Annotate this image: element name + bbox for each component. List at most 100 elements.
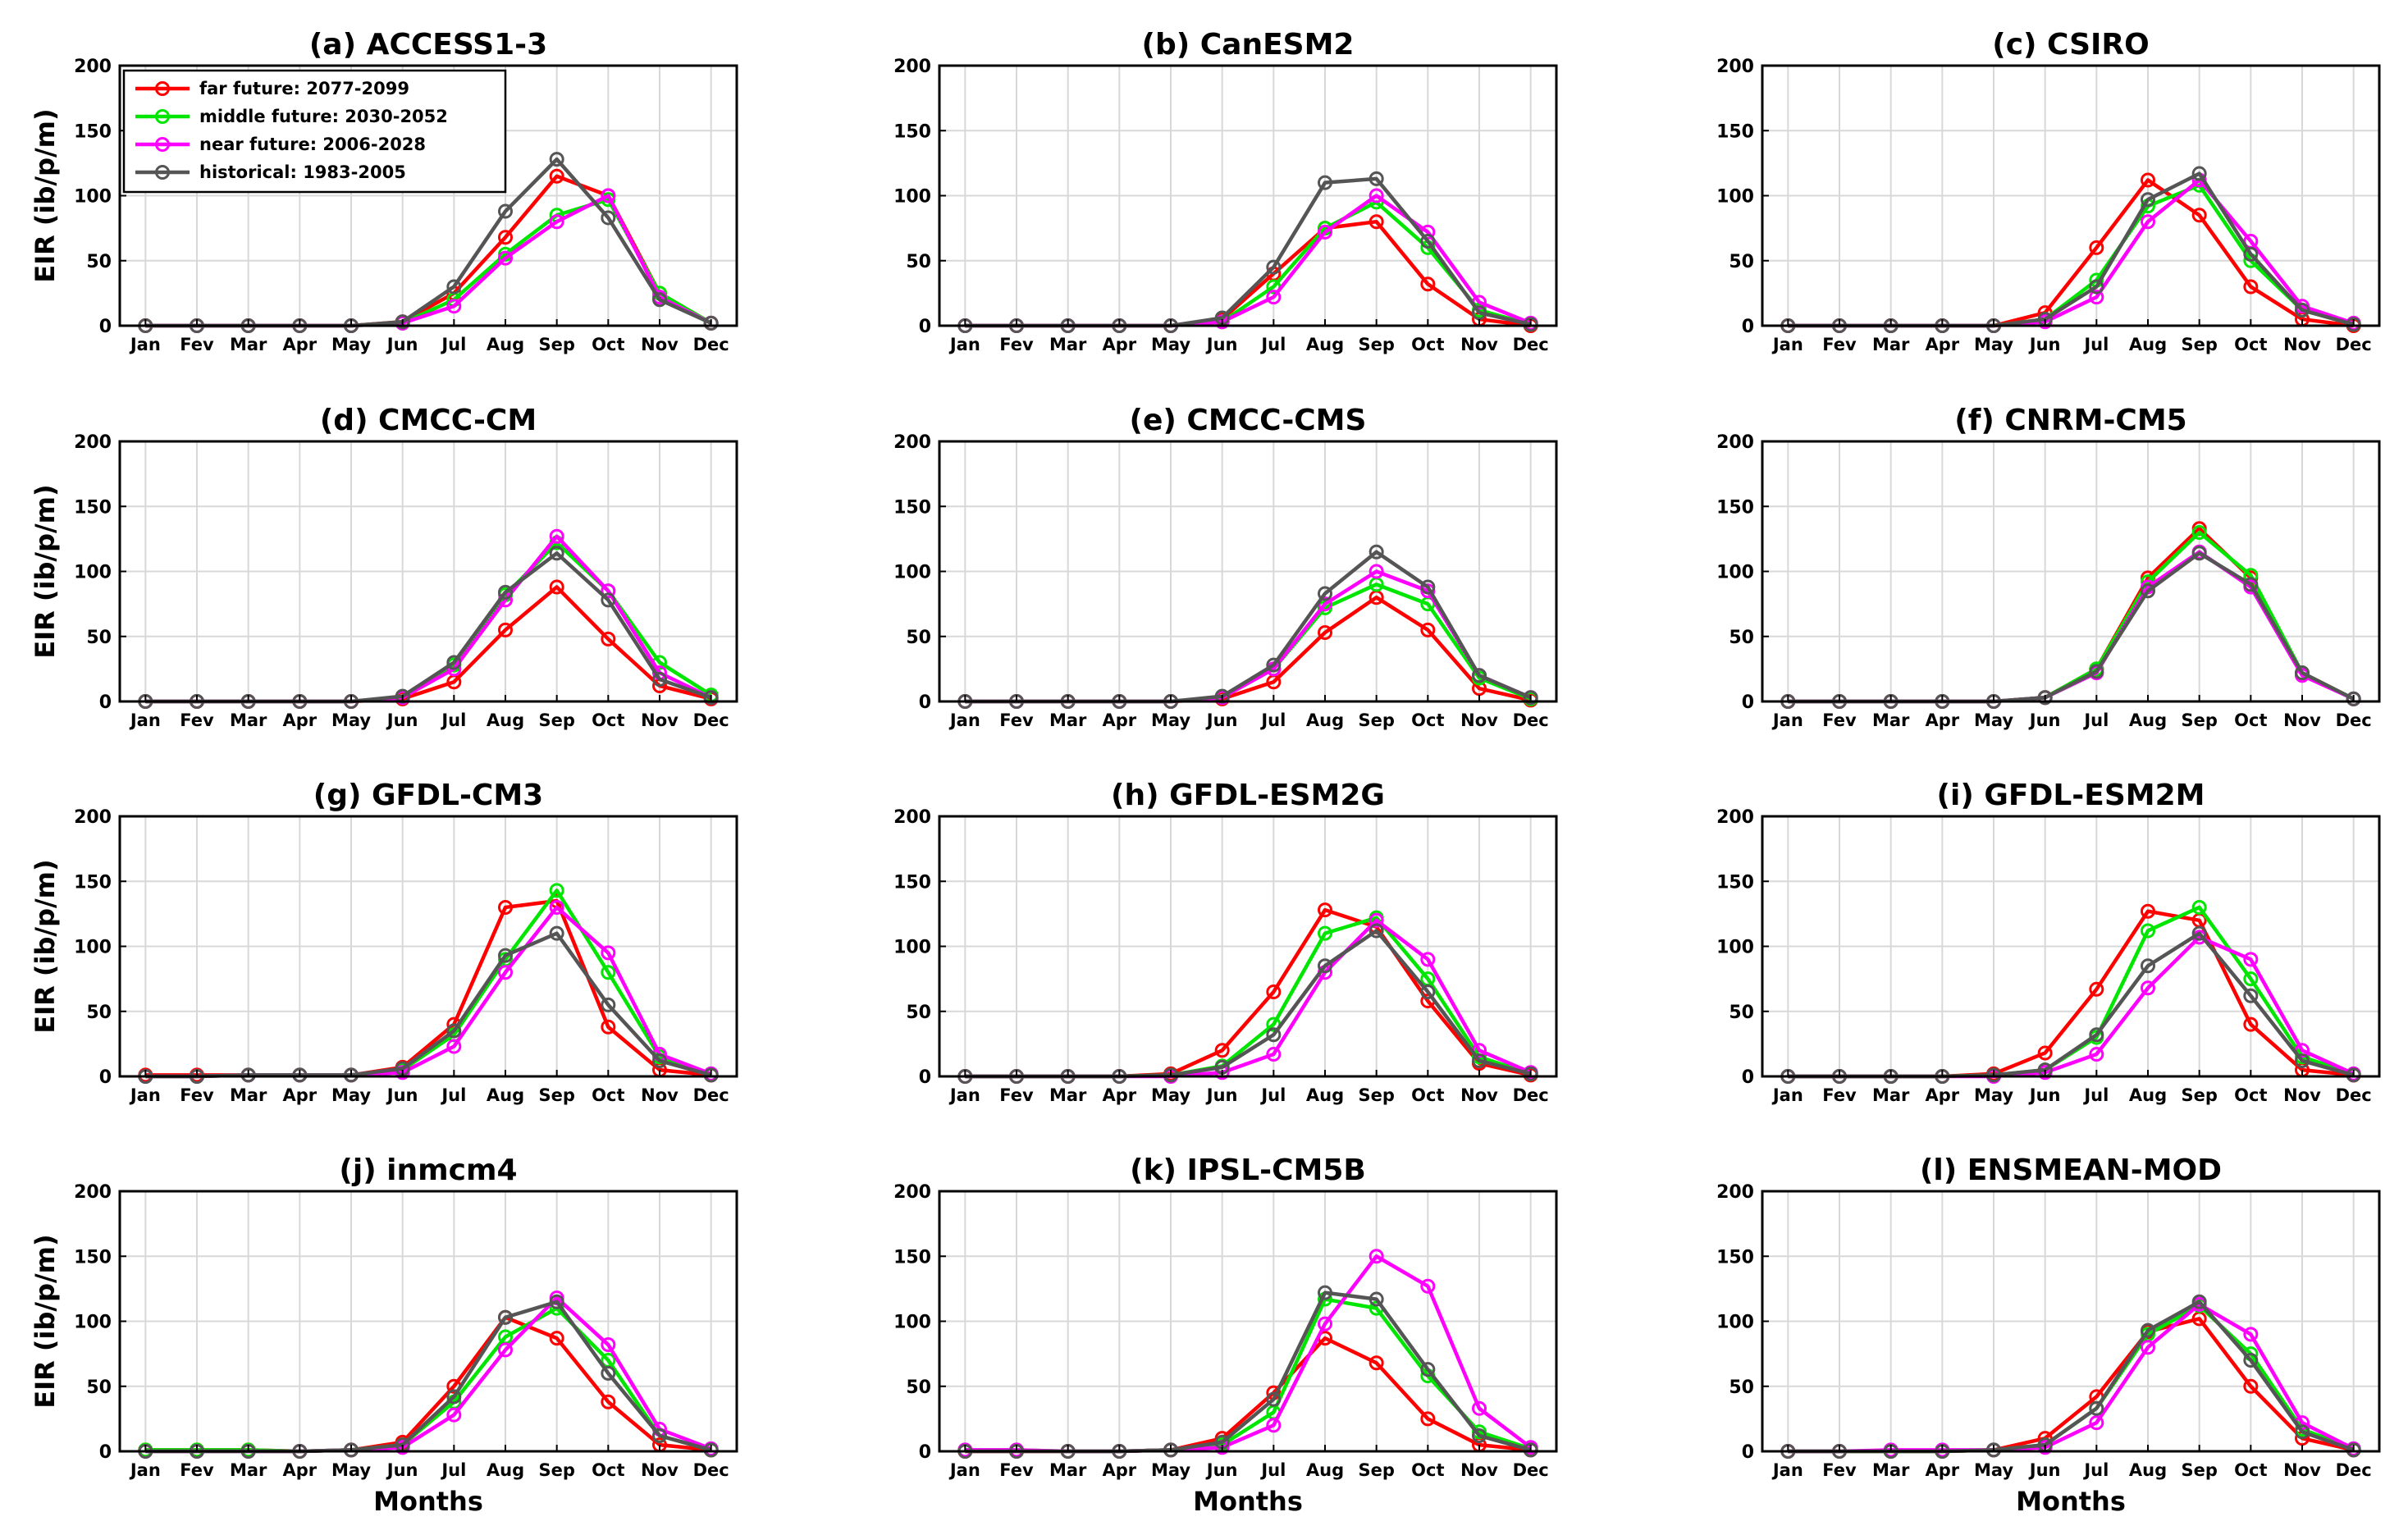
data-point xyxy=(2243,1327,2259,1342)
ytick-label: 50 xyxy=(1729,1003,1754,1023)
data-point xyxy=(1472,1428,1487,1443)
y-axis-label: EIR (ib/p/m) xyxy=(30,859,61,1033)
xtick-label: Apr xyxy=(283,710,318,730)
data-point xyxy=(2346,1442,2361,1458)
data-point xyxy=(2243,279,2259,295)
data-point xyxy=(1368,214,1384,230)
ytick-label: 200 xyxy=(1716,432,1754,453)
xtick-label: Apr xyxy=(1103,1085,1137,1105)
legend-entry: far future: 2077-2099 xyxy=(135,79,409,98)
data-point xyxy=(549,528,564,544)
ytick-label: 150 xyxy=(893,121,931,142)
data-point xyxy=(1368,912,1384,928)
ytick-label: 100 xyxy=(74,563,112,583)
xtick-label: May xyxy=(1974,1460,2013,1480)
xtick-label: Jan xyxy=(129,1460,161,1480)
xtick-label: Nov xyxy=(1460,1085,1498,1105)
legend-entry: near future: 2006-2028 xyxy=(135,135,426,154)
data-point xyxy=(1472,305,1487,321)
ytick-label: 100 xyxy=(1716,1313,1754,1333)
subplot-10: 0 50 100 150 200 Jan Fev Mar Apr May Jun Jul Aug Sep O… xyxy=(30,1154,738,1517)
legend-entry: historical: 1983-2005 xyxy=(135,162,406,182)
xtick-label: Dec xyxy=(693,1460,729,1480)
ytick-label: 200 xyxy=(1716,57,1754,77)
xtick-label: Jun xyxy=(2028,710,2061,730)
ytick-label: 0 xyxy=(99,317,112,337)
subplot-3: 0 50 100 150 200 Jan Fev Mar Apr May Jun Jul Aug Sep O… xyxy=(1716,28,2381,354)
legend-label: far future: 2077-2099 xyxy=(199,79,409,98)
xtick-label: Dec xyxy=(693,1085,729,1105)
data-point xyxy=(446,655,462,670)
xtick-label: Oct xyxy=(2234,1085,2267,1105)
ytick-label: 0 xyxy=(99,1442,112,1463)
data-point xyxy=(2141,172,2155,188)
xtick-label: Sep xyxy=(2181,335,2217,354)
x-axis-label: Months xyxy=(1193,1486,1303,1517)
xtick-label: Mar xyxy=(1872,1460,1910,1480)
xtick-label: Jun xyxy=(1205,1460,1238,1480)
data-point xyxy=(1266,657,1282,673)
xtick-label: Oct xyxy=(1411,1460,1444,1480)
data-point xyxy=(344,1442,359,1458)
xtick-label: Jan xyxy=(948,1460,980,1480)
data-point xyxy=(2243,971,2259,987)
ytick-label: 50 xyxy=(86,1377,112,1398)
xtick-label: Oct xyxy=(592,710,624,730)
xtick-label: May xyxy=(1974,1085,2013,1105)
data-point xyxy=(1472,1400,1487,1416)
ytick-label: 50 xyxy=(86,252,112,272)
data-point xyxy=(1318,224,1332,240)
ytick-label: 50 xyxy=(1729,252,1754,272)
xtick-label: Sep xyxy=(2181,1460,2217,1480)
y-axis-label: EIR (ib/p/m) xyxy=(30,1234,61,1408)
xtick-label: Sep xyxy=(538,1085,574,1105)
data-point xyxy=(1986,1442,2001,1458)
xtick-label: Mar xyxy=(230,1460,267,1480)
ytick-label: 0 xyxy=(1742,1442,1754,1463)
data-point xyxy=(2141,192,2155,208)
data-point xyxy=(2141,923,2155,939)
ytick-label: 50 xyxy=(86,1003,112,1023)
xtick-label: Jan xyxy=(129,710,161,730)
data-point xyxy=(2141,214,2155,230)
xtick-label: Jul xyxy=(2082,1460,2109,1480)
data-point xyxy=(1318,958,1332,974)
data-point xyxy=(498,899,513,915)
data-point xyxy=(2141,583,2155,599)
ytick-label: 150 xyxy=(74,121,112,142)
data-point xyxy=(395,314,410,330)
legend-swatch-marker xyxy=(155,109,170,124)
xtick-label: Nov xyxy=(1460,335,1498,354)
ytick-label: 150 xyxy=(893,872,931,893)
xtick-label: Apr xyxy=(1926,710,1960,730)
data-point xyxy=(446,1389,462,1405)
xtick-label: Sep xyxy=(1358,1085,1394,1105)
xtick-label: Jan xyxy=(1771,1085,1803,1105)
data-point xyxy=(2089,1415,2104,1431)
panel-title: (b) CanESM2 xyxy=(1142,28,1355,62)
panel-title: (l) ENSMEAN-MOD xyxy=(1920,1154,2222,1187)
xtick-label: Aug xyxy=(2129,335,2167,354)
data-point xyxy=(2089,240,2104,255)
data-point xyxy=(1420,276,1436,292)
xtick-label: Oct xyxy=(1411,710,1444,730)
ytick-label: 200 xyxy=(893,57,931,77)
data-point xyxy=(549,925,564,941)
data-point xyxy=(1266,290,1282,305)
data-point xyxy=(601,1337,616,1353)
data-point xyxy=(1368,188,1384,203)
xtick-label: Jun xyxy=(2028,1085,2061,1105)
subplot-2: 0 50 100 150 200 Jan Fev Mar Apr May Jun Jul Aug Sep O… xyxy=(893,28,1558,354)
xtick-label: Jul xyxy=(2082,710,2109,730)
subplot-8: 0 50 100 150 200 Jan Fev Mar Apr May Jun Jul Aug Sep O… xyxy=(893,779,1558,1105)
ytick-label: 150 xyxy=(1716,872,1754,893)
data-point xyxy=(2141,980,2155,996)
xtick-label: Jun xyxy=(1205,710,1238,730)
data-point xyxy=(2243,1353,2259,1368)
ytick-label: 100 xyxy=(893,938,931,958)
data-point xyxy=(498,622,513,637)
ytick-label: 150 xyxy=(1716,121,1754,142)
xtick-label: Jan xyxy=(948,335,980,354)
xtick-label: Jan xyxy=(1771,710,1803,730)
legend-entry: middle future: 2030-2052 xyxy=(135,107,448,126)
